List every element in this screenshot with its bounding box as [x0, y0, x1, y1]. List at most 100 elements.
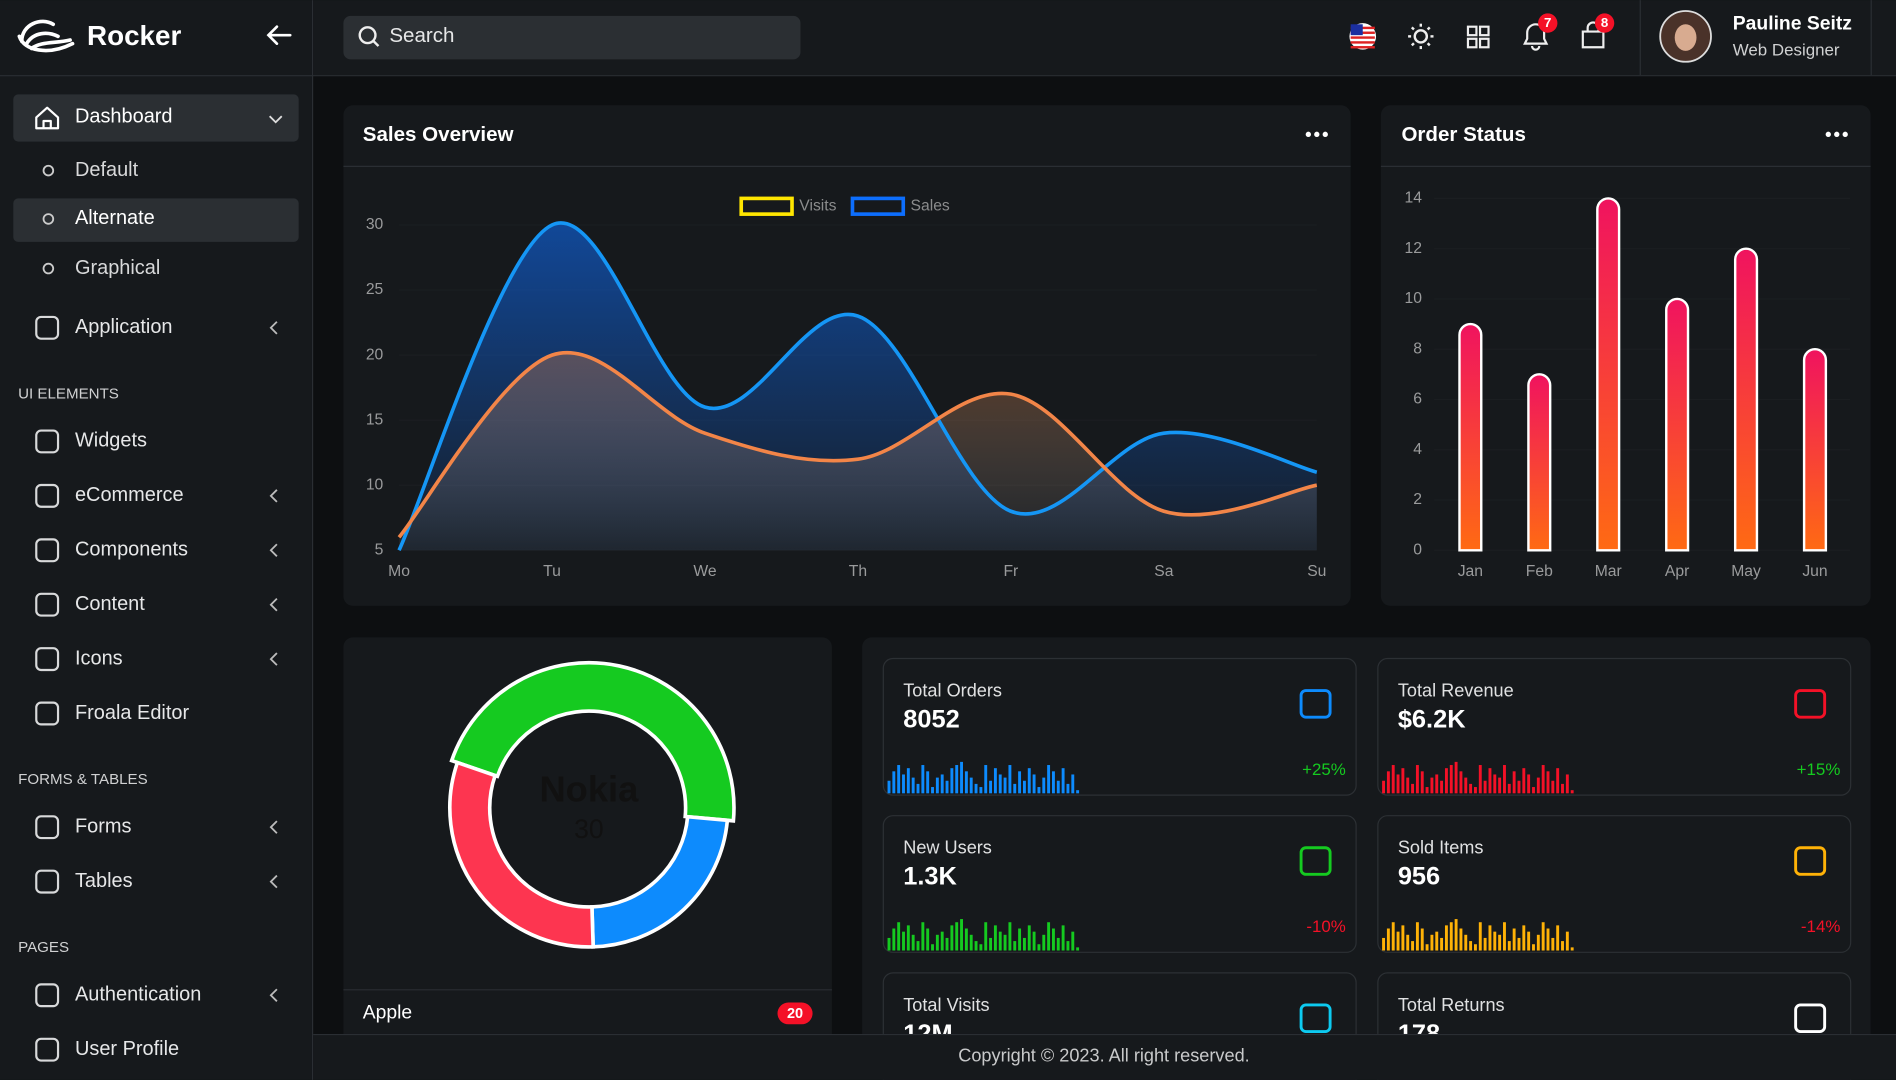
card-title: Order Status	[1401, 123, 1525, 146]
spark-bar	[1076, 790, 1080, 794]
spark-bar	[921, 765, 925, 794]
spark-bar	[1483, 780, 1487, 794]
more-menu[interactable]	[1842, 131, 1848, 137]
spark-bar	[1066, 941, 1070, 951]
list-badge	[777, 1002, 813, 1025]
order-card	[1380, 105, 1871, 606]
spark-bar	[1459, 928, 1463, 951]
bullet	[42, 164, 55, 177]
spark-bar	[1517, 937, 1521, 951]
menu-item[interactable]: Forms	[75, 815, 132, 837]
doughnut-segment[interactable]	[448, 760, 596, 949]
spark-bar	[902, 931, 905, 951]
spark-bar	[1498, 934, 1502, 951]
flag-stripe	[1350, 36, 1375, 39]
spark-bar	[892, 771, 896, 794]
apps-icon[interactable]	[1466, 25, 1478, 37]
submenu-arrow	[269, 652, 278, 666]
legend-swatch[interactable]	[850, 196, 906, 216]
more-menu[interactable]	[1314, 131, 1320, 137]
doughnut-segment[interactable]	[449, 660, 736, 823]
spark-bar	[1454, 919, 1458, 951]
submenu-active[interactable]	[13, 198, 299, 242]
more-menu[interactable]	[1322, 131, 1328, 137]
spark-bar	[969, 777, 973, 794]
more-menu[interactable]	[1305, 131, 1311, 137]
apps-icon[interactable]	[1466, 37, 1478, 49]
more-menu[interactable]	[1834, 131, 1840, 137]
spark-bar	[1382, 780, 1385, 794]
stat-change: +15%	[1797, 760, 1841, 779]
legend-label[interactable]: Sales	[911, 197, 950, 214]
legend-swatch[interactable]	[739, 196, 794, 216]
spark-bar	[1008, 922, 1012, 951]
spark-bar	[1411, 783, 1415, 794]
y-tick-label: 0	[1413, 541, 1422, 558]
menu-item[interactable]: Widgets	[75, 430, 147, 452]
y-tick-label: 15	[366, 411, 384, 428]
menu-icon	[35, 983, 60, 1008]
card-title: Sales Overview	[363, 123, 515, 146]
spark-bar	[1013, 941, 1017, 951]
spark-bar	[1507, 783, 1511, 794]
search-box[interactable]	[343, 15, 801, 60]
menu-item[interactable]: Dashboard	[75, 106, 173, 128]
submenu-item[interactable]: Graphical	[75, 257, 160, 279]
y-tick-label: 5	[375, 541, 384, 558]
user-name[interactable]: Pauline Seitz	[1733, 12, 1852, 34]
spark-bar	[1570, 947, 1574, 951]
more-menu[interactable]	[1825, 131, 1831, 137]
menu-item-active[interactable]	[13, 94, 299, 142]
menu-item[interactable]: Tables	[75, 870, 133, 892]
apps-icon[interactable]	[1478, 25, 1490, 37]
menu-item[interactable]: Authentication	[75, 984, 201, 1006]
brand-name: Rocker	[87, 20, 181, 51]
spark-bar	[1435, 774, 1439, 794]
spark-bar	[945, 937, 949, 951]
spark-bar	[1022, 780, 1026, 794]
x-tick-label: Sa	[1154, 563, 1173, 580]
spark-bar	[1532, 944, 1535, 951]
spark-bar	[1013, 783, 1017, 794]
bar	[1802, 348, 1828, 552]
spark-bar	[955, 922, 959, 951]
spark-bar	[1503, 922, 1506, 951]
menu-item[interactable]: Application	[75, 316, 173, 338]
menu-item[interactable]: Content	[75, 593, 145, 615]
spark-bar	[1018, 928, 1022, 951]
menu-item[interactable]: Froala Editor	[75, 702, 189, 724]
spark-bar	[935, 777, 939, 794]
submenu-arrow	[269, 489, 278, 503]
notifications-icon[interactable]	[1523, 23, 1549, 51]
search-placeholder: Search	[389, 24, 454, 47]
spark-bar	[1018, 771, 1022, 794]
spark-bar	[1061, 925, 1065, 951]
stat-icon	[1794, 1003, 1827, 1033]
theme-toggle[interactable]	[1413, 29, 1429, 44]
notification-badge	[1538, 13, 1558, 33]
stat-title: Sold Items	[1398, 838, 1484, 858]
spark-bar	[906, 768, 910, 794]
spark-bar	[960, 761, 963, 794]
menu-item[interactable]: Icons	[75, 647, 123, 669]
submenu-item[interactable]: Default	[75, 159, 139, 181]
spark-bar	[1565, 774, 1569, 794]
submenu-item[interactable]: Alternate	[75, 207, 155, 229]
list-label: Apple	[363, 1002, 412, 1024]
y-tick-label: 4	[1413, 441, 1422, 458]
menu-item[interactable]: Components	[75, 539, 188, 561]
legend-label[interactable]: Visits	[799, 197, 836, 214]
spark-bar	[1003, 777, 1007, 794]
y-tick-label: 6	[1413, 391, 1422, 408]
stat-title: Total Visits	[903, 995, 989, 1015]
spark-bar	[1027, 925, 1031, 951]
apps-icon[interactable]	[1478, 37, 1490, 49]
sidebar-toggle[interactable]	[266, 25, 292, 45]
menu-item[interactable]: eCommerce	[75, 484, 184, 506]
brand-logo	[17, 19, 75, 53]
x-tick-label: Tu	[543, 563, 561, 580]
cart-badge	[1594, 13, 1615, 33]
menu-item[interactable]: User Profile	[75, 1038, 179, 1060]
